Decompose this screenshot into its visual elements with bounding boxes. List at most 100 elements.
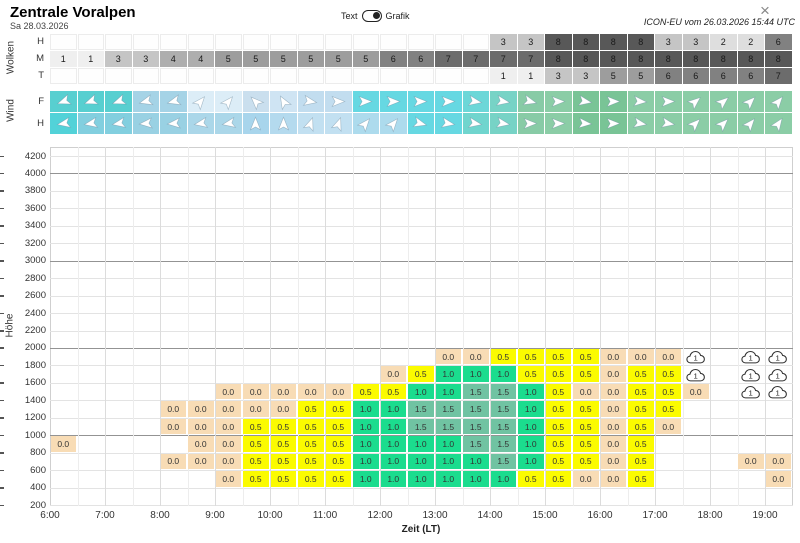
wind-direction-icon — [495, 116, 511, 128]
toggle-label-text[interactable]: Text — [341, 11, 358, 21]
grid-vline — [187, 147, 189, 506]
wind-direction-icon — [686, 96, 702, 111]
y-axis-tick-mark — [0, 417, 4, 419]
wind-direction-icon — [358, 95, 373, 108]
wind-arrow-cell — [517, 113, 544, 134]
thermal-value-cell: 0.5 — [545, 418, 571, 435]
y-axis-tick-label: 400 — [30, 482, 46, 494]
thermal-value-cell: 0.0 — [160, 453, 186, 470]
wind-row-label-H: H — [37, 118, 44, 129]
wolken-cell — [187, 68, 214, 84]
grid-vline — [160, 147, 161, 506]
thermal-value-cell: 0.5 — [325, 471, 351, 487]
wolken-cell — [462, 68, 489, 84]
thermal-value-cell: 0.5 — [573, 436, 599, 452]
y-axis-tick-mark — [0, 155, 4, 157]
thermal-value-cell: 0.0 — [160, 418, 186, 435]
grid-hline — [50, 365, 793, 367]
wolken-cell — [270, 68, 297, 84]
y-axis-tick-label: 1000 — [24, 429, 46, 441]
view-mode-toggle[interactable]: Text Grafik — [341, 10, 410, 22]
grid-vline — [490, 147, 491, 506]
thermal-value-cell: 1.0 — [490, 471, 516, 487]
wind-direction-icon — [661, 95, 676, 108]
thermal-value-cell: 0.0 — [188, 436, 214, 452]
wind-arrow-cell — [132, 113, 159, 134]
grid-vline — [462, 147, 464, 506]
wind-arrow-cell — [627, 91, 654, 112]
thermal-value-cell: 0.5 — [518, 471, 544, 487]
wolken-cell: 2 — [737, 34, 764, 50]
wind-arrow-cell — [407, 113, 434, 134]
wind-direction-icon — [578, 117, 593, 129]
y-axis-tick-mark — [0, 190, 4, 192]
grid-vline — [407, 147, 409, 506]
wolken-cell — [352, 34, 379, 50]
wolken-cell — [380, 68, 407, 84]
thermal-value-cell: 0.0 — [463, 348, 489, 365]
wolken-cell: 3 — [545, 68, 572, 84]
thermal-value-cell: 0.5 — [298, 453, 324, 470]
wind-direction-icon — [741, 96, 756, 111]
thermal-value-cell: 0.0 — [573, 471, 599, 487]
grid-hline — [50, 487, 793, 489]
wind-direction-icon — [577, 94, 593, 106]
wind-arrow-cell — [297, 91, 324, 112]
thermal-value-cell: 0.0 — [270, 401, 296, 417]
y-axis-tick-mark — [0, 399, 4, 402]
grid-hline — [50, 330, 793, 332]
wind-direction-icon — [303, 116, 314, 132]
wind-arrow-cell — [187, 91, 214, 112]
thermal-value-cell: 0.5 — [628, 401, 654, 417]
svg-text:1: 1 — [748, 388, 752, 397]
grid-vline — [380, 147, 381, 506]
x-axis-tick-label: 15:00 — [532, 510, 558, 521]
wind-arrow-cell — [710, 91, 737, 112]
wind-direction-icon — [440, 116, 456, 128]
wolken-cell: 3 — [517, 34, 544, 50]
y-axis-tick-mark — [0, 312, 4, 315]
thermal-value-cell: 0.5 — [545, 383, 571, 400]
wolken-cell — [270, 34, 297, 50]
wind-arrow-cell — [242, 113, 269, 134]
wolken-cell — [242, 34, 269, 50]
wolken-cell: 5 — [325, 51, 352, 67]
toggle-label-grafik[interactable]: Grafik — [385, 11, 410, 21]
wind-arrow-cell — [765, 91, 792, 112]
wind-row-label-F: F — [38, 96, 44, 107]
grid-hline — [50, 382, 793, 384]
close-icon[interactable]: × — [760, 1, 770, 20]
wolken-cell: 8 — [765, 51, 792, 67]
wolken-cell: 8 — [545, 34, 572, 50]
wind-direction-icon — [551, 117, 566, 130]
wolken-cell — [187, 34, 214, 50]
thermal-value-cell: 0.5 — [573, 348, 599, 365]
wind-arrow-cell — [545, 91, 572, 112]
wind-arrow-cell — [160, 113, 187, 134]
thermal-value-cell: 0.5 — [545, 436, 571, 452]
thermal-value-cell: 0.5 — [325, 453, 351, 470]
thermal-value-cell: 0.0 — [215, 383, 241, 400]
grid-hline — [50, 295, 793, 297]
thermal-value-cell: 1.0 — [435, 383, 461, 400]
grid-vline — [710, 147, 711, 506]
wolken-cell — [77, 68, 104, 84]
toggle-knob[interactable] — [372, 11, 380, 19]
x-axis-tick-label: 14:00 — [477, 510, 503, 521]
wind-arrow-cell — [710, 113, 737, 134]
y-axis-tick-mark — [0, 242, 4, 245]
grid-vline — [77, 147, 79, 506]
wind-arrow-cell — [490, 113, 517, 134]
wind-arrow-cell — [297, 113, 324, 134]
svg-text:1: 1 — [693, 354, 697, 363]
wind-direction-icon — [386, 95, 401, 108]
thermal-value-cell: 1.5 — [490, 401, 516, 417]
wolken-cell: 8 — [627, 51, 654, 67]
thermal-value-cell: 0.5 — [243, 471, 269, 487]
x-axis-tick-label: 17:00 — [642, 510, 668, 521]
wind-arrow-cell — [242, 91, 269, 112]
wind-direction-icon — [166, 94, 182, 106]
toggle-switch[interactable] — [361, 10, 382, 22]
y-axis-tick-label: 800 — [30, 447, 46, 459]
